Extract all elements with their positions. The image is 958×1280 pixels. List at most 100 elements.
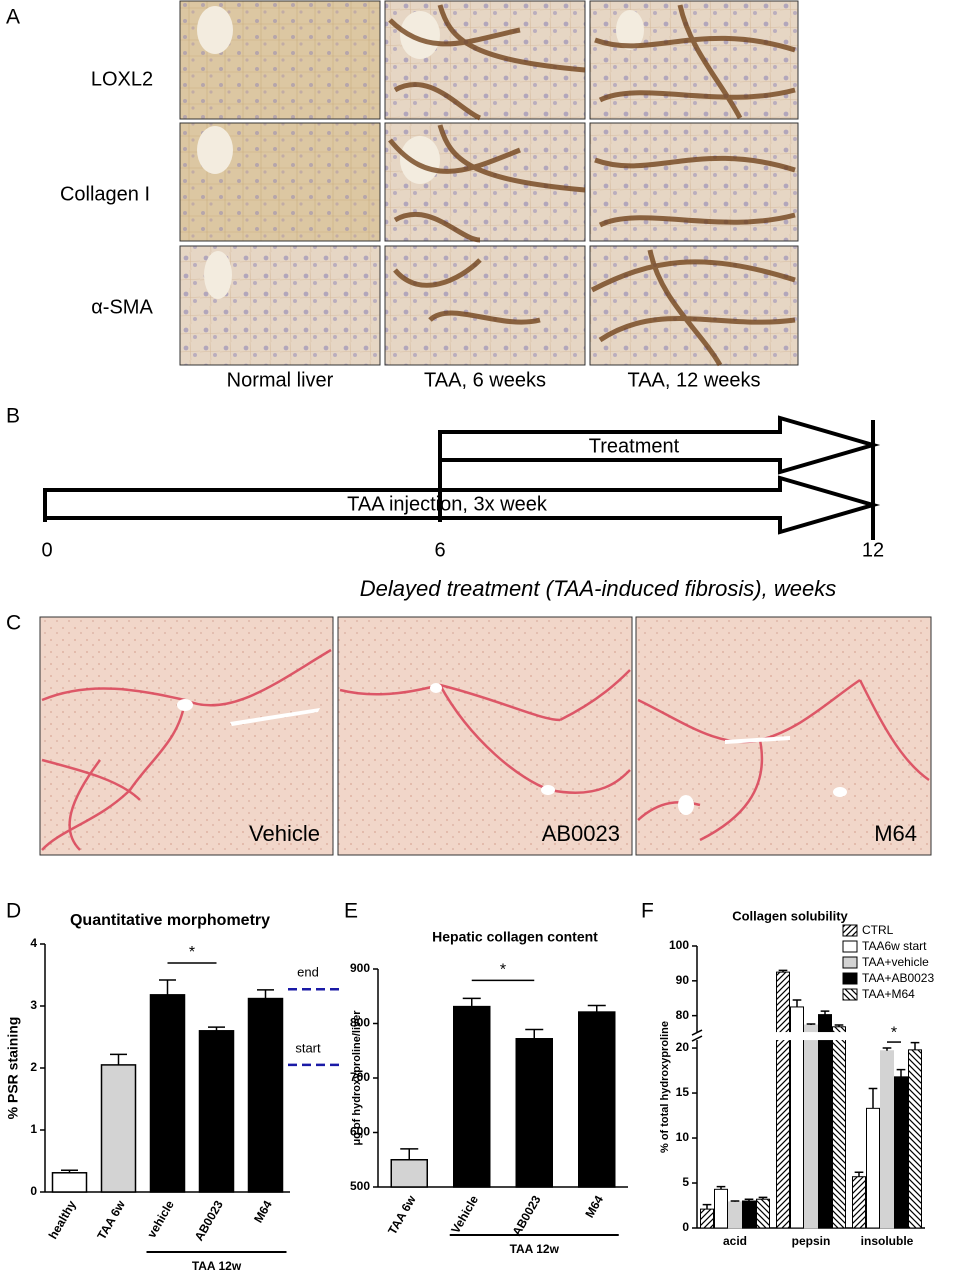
image-label: Vehicle	[249, 821, 320, 846]
group-label: TAA 12w	[192, 1259, 242, 1273]
error-bar	[854, 1171, 864, 1177]
panel-label: D	[6, 900, 21, 923]
bar	[756, 1198, 770, 1229]
legend-swatch	[842, 924, 858, 937]
legend-label: CTRL	[862, 923, 894, 937]
axis-break-mark	[691, 1029, 703, 1042]
y-tick-label: 80	[676, 1008, 690, 1022]
y-tick-label: 15	[676, 1085, 690, 1099]
bar	[453, 1005, 491, 1188]
y-tick-label: 90	[676, 973, 690, 987]
bar	[198, 1030, 235, 1193]
y-tick-label: 4	[30, 936, 37, 950]
column-label: TAA, 12 weeks	[627, 369, 760, 391]
fibers	[388, 4, 796, 367]
x-tick-label: vehicle	[144, 1198, 177, 1241]
image-label: M64	[874, 821, 917, 846]
x-tick-label: healthy	[46, 1198, 79, 1242]
y-tick-label: 900	[350, 961, 370, 975]
panel-label: B	[6, 405, 20, 428]
bar	[700, 1208, 714, 1229]
vessel	[616, 10, 644, 50]
error-bar	[896, 1068, 906, 1077]
row-label: α-SMA	[91, 296, 153, 318]
error-bar	[730, 1200, 740, 1202]
x-tick-label: AB0023	[192, 1198, 226, 1243]
panel-label: A	[6, 6, 20, 29]
bar	[714, 1188, 728, 1229]
legend-label: TAA+vehicle	[862, 955, 929, 969]
arrow-label: Treatment	[589, 435, 680, 457]
row-label: LOXL2	[91, 68, 153, 90]
error-bar	[61, 1169, 78, 1173]
panel-label: C	[6, 612, 21, 635]
error-bar	[744, 1198, 754, 1202]
error-bar	[400, 1148, 419, 1160]
axis-break	[691, 1032, 925, 1041]
vessel	[204, 251, 232, 299]
y-tick-label: 800	[350, 1016, 370, 1030]
bar	[149, 994, 186, 1193]
image	[635, 616, 932, 856]
bar	[880, 1050, 894, 1229]
bar	[578, 1011, 616, 1188]
vessel	[197, 6, 233, 54]
error-bar	[702, 1203, 712, 1210]
image	[589, 245, 799, 366]
bar	[894, 1076, 908, 1229]
bar	[247, 997, 284, 1193]
treatment-arrow	[438, 415, 881, 475]
x-tick-label: AB0023	[509, 1193, 543, 1238]
vessels	[177, 683, 847, 815]
panel-label: E	[344, 900, 358, 923]
image	[384, 245, 586, 366]
legend-swatch	[842, 956, 858, 969]
significance-label: *	[189, 944, 195, 961]
error-bar	[820, 1010, 830, 1015]
image	[39, 616, 334, 856]
timeline-tick: 0	[41, 539, 52, 561]
error-bar	[778, 969, 788, 973]
bar	[818, 1014, 832, 1229]
y-tick-label: 600	[350, 1125, 370, 1139]
bar	[852, 1176, 866, 1229]
error-bar	[806, 1023, 816, 1026]
y-tick-label: 3	[30, 998, 37, 1012]
bar	[908, 1049, 922, 1229]
y-tick-label: 500	[350, 1179, 370, 1193]
legend-swatch	[842, 972, 858, 985]
row-label: Collagen I	[60, 183, 150, 205]
y-tick-label: 5	[682, 1175, 689, 1189]
image	[337, 616, 633, 856]
vessel	[400, 11, 440, 59]
bar	[790, 1006, 804, 1229]
error-bar	[910, 1041, 920, 1050]
x-tick-label: Vehicle	[448, 1193, 481, 1236]
timeline	[43, 415, 881, 540]
image	[589, 122, 799, 242]
y-axis-title: μg of hydroxyproline/liver	[351, 1010, 363, 1146]
bar	[515, 1038, 553, 1188]
error-bar	[525, 1028, 544, 1039]
legend-label: TAA+AB0023	[862, 971, 934, 985]
significance-label: *	[891, 1024, 897, 1041]
panel-label: F	[641, 900, 654, 923]
legend-label: TAA6w start	[862, 939, 927, 953]
legend-swatch	[842, 940, 858, 953]
error-bar	[716, 1185, 726, 1190]
vessel	[400, 136, 440, 184]
column-label: Normal liver	[227, 369, 334, 391]
error-bar	[208, 1026, 225, 1031]
legend-label: TAA+M64	[862, 987, 915, 1001]
bar	[742, 1200, 756, 1229]
reference-label: end	[297, 965, 319, 980]
y-tick-label: 100	[669, 938, 689, 952]
psr-images	[39, 616, 932, 856]
y-tick-label: 0	[682, 1220, 689, 1234]
chart-title: Quantitative morphometry	[70, 912, 270, 929]
column-label: TAA, 6 weeks	[424, 369, 546, 391]
y-axis-title: % of total hydroxyproline	[659, 1021, 671, 1153]
error-bar	[834, 1024, 844, 1027]
x-tick-label: TAA 6w	[385, 1193, 419, 1238]
